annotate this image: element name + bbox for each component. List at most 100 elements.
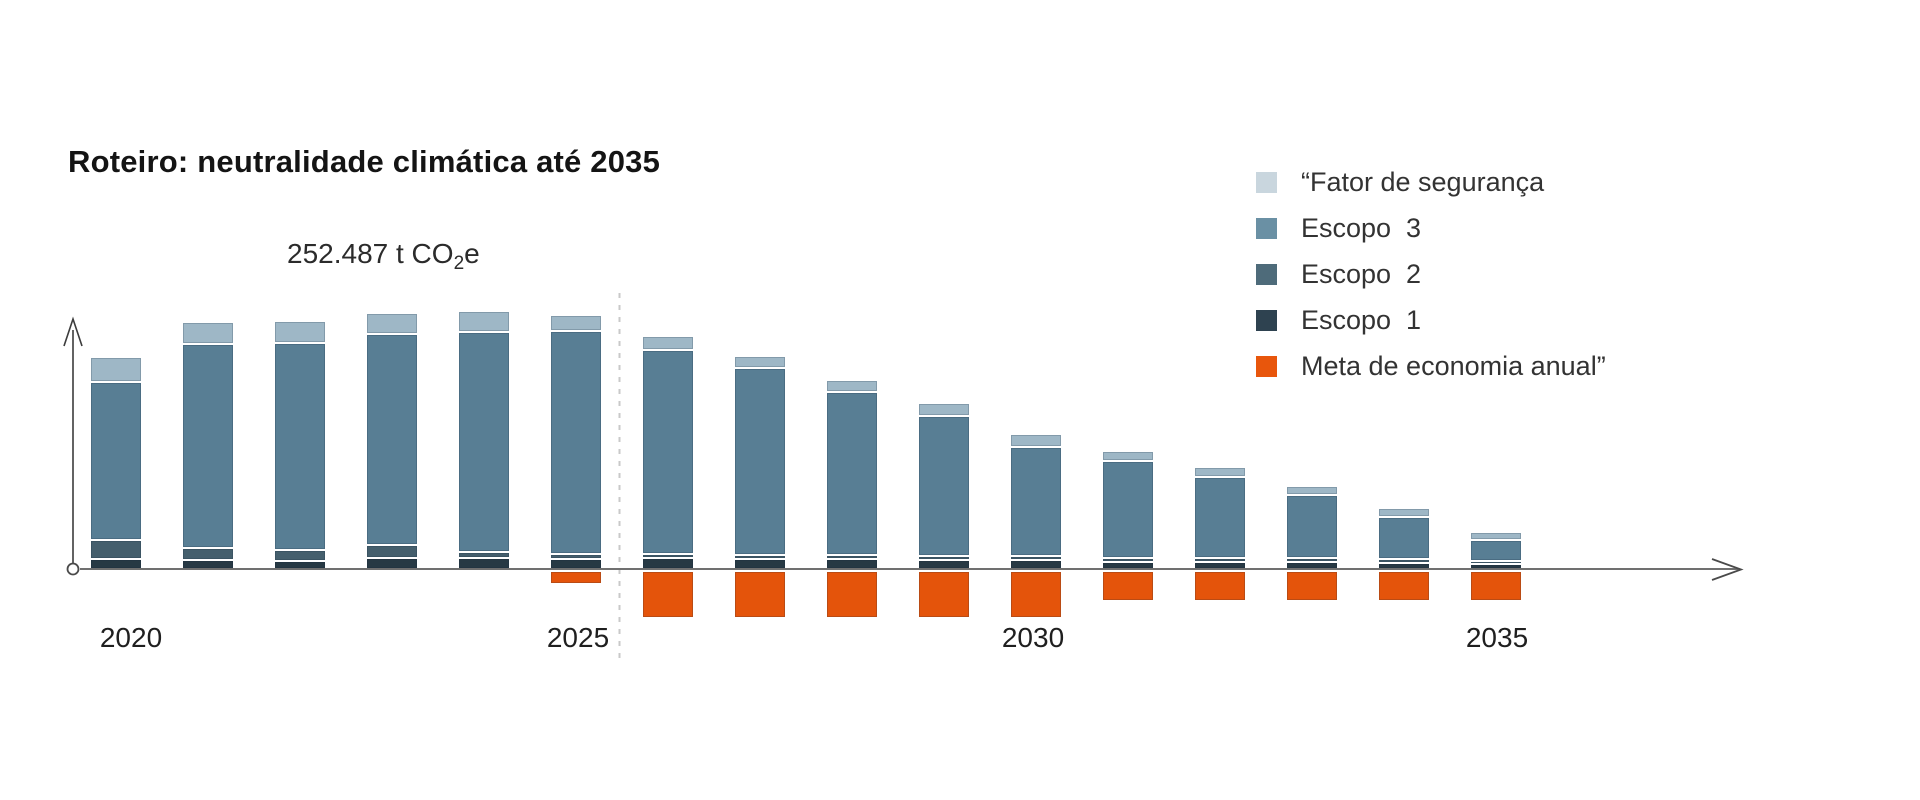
escopo2-segment (919, 557, 969, 559)
escopo3-segment (91, 383, 141, 539)
escopo2-segment (551, 555, 601, 558)
meta-segment (827, 572, 877, 617)
bar-2020 (91, 0, 141, 800)
escopo2-segment (1103, 559, 1153, 561)
escopo3-segment (1287, 496, 1337, 557)
escopo2-segment (1011, 557, 1061, 559)
meta-segment (1011, 572, 1061, 617)
escopo1-segment (367, 559, 417, 568)
meta-segment (643, 572, 693, 617)
fator-segment (1103, 452, 1153, 460)
bar-2025 (551, 0, 601, 800)
bar-2022 (275, 0, 325, 800)
escopo3-segment (1195, 478, 1245, 557)
escopo3-segment (1471, 541, 1521, 560)
bar-2030 (1011, 0, 1061, 800)
bar-2031 (1103, 0, 1153, 800)
meta-segment (919, 572, 969, 617)
escopo1-segment (1011, 561, 1061, 568)
escopo1-segment (1103, 563, 1153, 568)
escopo2-segment (459, 553, 509, 557)
fator-segment (1287, 487, 1337, 494)
fator-segment (827, 381, 877, 391)
x-tick-2030: 2030 (1001, 622, 1065, 653)
bar-2024 (459, 0, 509, 800)
escopo1-segment (551, 560, 601, 568)
fator-segment (1011, 435, 1061, 446)
escopo2-segment (1287, 559, 1337, 561)
escopo3-segment (1103, 462, 1153, 557)
escopo2-segment (735, 556, 785, 558)
escopo1-segment (1471, 565, 1521, 568)
bar-2029 (919, 0, 969, 800)
x-tick-2020: 2020 (99, 622, 163, 653)
meta-segment (1379, 572, 1429, 600)
legend-label-meta: Meta de economia anual” (1301, 351, 1606, 381)
meta-segment (1103, 572, 1153, 600)
fator-segment (1379, 509, 1429, 516)
escopo2-segment (367, 546, 417, 557)
x-tick-2035: 2035 (1465, 622, 1529, 653)
annotation-prefix: 252.487 t CO (287, 238, 454, 269)
peak-emissions-annotation: 252.487 t CO2e (287, 238, 480, 275)
escopo3-segment (275, 344, 325, 549)
legend-swatch-meta-icon (1256, 356, 1277, 377)
escopo1-segment (735, 560, 785, 568)
escopo2-segment (91, 541, 141, 558)
escopo1-segment (919, 561, 969, 568)
meta-segment (551, 572, 601, 583)
escopo1-segment (1287, 563, 1337, 568)
bar-2028 (827, 0, 877, 800)
annotation-suffix: e (464, 238, 480, 269)
legend-item-escopo2: Escopo 2 (1256, 259, 1606, 289)
legend-label-escopo2: Escopo 2 (1301, 259, 1422, 289)
escopo2-segment (643, 555, 693, 557)
x-axis-arrow-icon (1711, 558, 1744, 581)
escopo3-segment (735, 369, 785, 554)
annotation-subscript: 2 (453, 253, 465, 274)
fator-segment (183, 323, 233, 343)
legend-swatch-escopo2-icon (1256, 264, 1277, 285)
meta-segment (1471, 572, 1521, 600)
escopo2-segment (1379, 560, 1429, 562)
bar-2034 (1379, 0, 1429, 800)
escopo3-segment (551, 332, 601, 553)
escopo2-segment (1195, 559, 1245, 561)
fator-segment (367, 314, 417, 333)
chart-title: Roteiro: neutralidade climática até 2035 (68, 144, 661, 179)
legend: “Fator de segurança Escopo 3 Escopo 2 Es… (1256, 169, 1606, 402)
fator-segment (643, 337, 693, 349)
escopo1-segment (183, 561, 233, 568)
escopo1-segment (275, 562, 325, 568)
legend-swatch-fator-icon (1256, 172, 1277, 193)
fator-segment (919, 404, 969, 415)
fator-segment (1471, 533, 1521, 539)
legend-item-fator: “Fator de segurança (1256, 169, 1606, 196)
fator-segment (735, 357, 785, 367)
fator-segment (91, 358, 141, 381)
escopo1-segment (459, 559, 509, 568)
bar-2026 (643, 0, 693, 800)
bar-2023 (367, 0, 417, 800)
escopo3-segment (1379, 518, 1429, 558)
escopo3-segment (919, 417, 969, 555)
fator-segment (1195, 468, 1245, 476)
escopo1-segment (643, 559, 693, 568)
fator-segment (459, 312, 509, 331)
legend-swatch-escopo1-icon (1256, 310, 1277, 331)
escopo3-segment (643, 351, 693, 553)
escopo3-segment (367, 335, 417, 544)
legend-label-escopo1: Escopo 1 (1301, 305, 1422, 335)
escopo3-segment (183, 345, 233, 547)
escopo2-segment (827, 556, 877, 558)
escopo3-segment (459, 333, 509, 551)
escopo2-segment (275, 551, 325, 560)
escopo1-segment (1195, 563, 1245, 568)
fator-segment (275, 322, 325, 342)
origin-circle-icon (66, 562, 80, 576)
bar-2021 (183, 0, 233, 800)
escopo3-segment (1011, 448, 1061, 555)
escopo3-segment (827, 393, 877, 554)
legend-item-escopo3: Escopo 3 (1256, 215, 1606, 242)
